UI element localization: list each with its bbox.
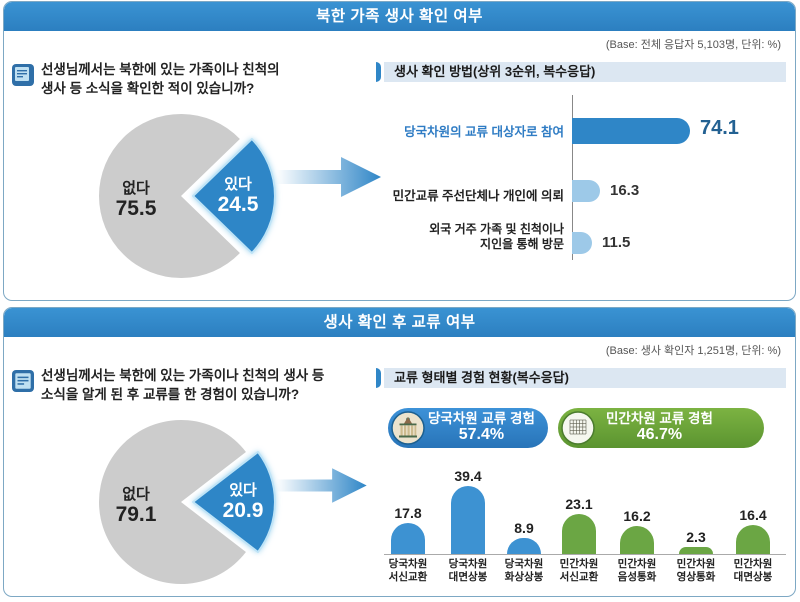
svg-text:있다: 있다 xyxy=(229,481,257,499)
svg-text:없다: 없다 xyxy=(122,180,150,197)
svg-text:없다: 없다 xyxy=(122,486,150,503)
svg-text:20.9: 20.9 xyxy=(223,499,264,522)
svg-text:있다: 있다 xyxy=(224,175,252,193)
svg-text:79.1: 79.1 xyxy=(116,503,157,526)
svg-text:24.5: 24.5 xyxy=(218,193,259,216)
svg-text:75.5: 75.5 xyxy=(116,197,157,220)
